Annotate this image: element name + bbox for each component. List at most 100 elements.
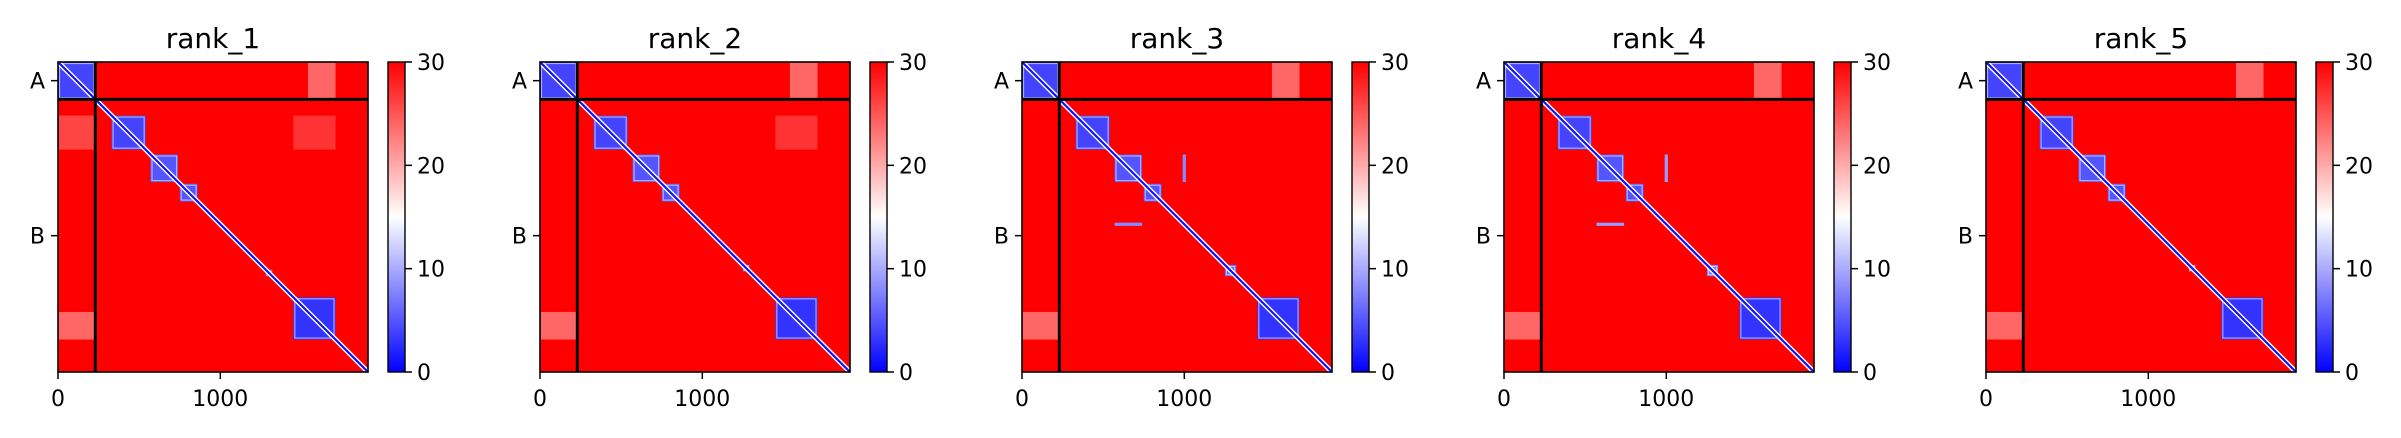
heatmap-domain-edge: [1558, 116, 1591, 149]
colorbar-tick-label: 30: [899, 51, 927, 76]
heatmap-offdiag-block: [307, 62, 336, 100]
heatmap-offdiag-block: [1986, 311, 2024, 340]
colorbar-tick-label: 30: [2345, 51, 2373, 76]
panel-rank_4: rank_4 A B 0 1000 0 10 20 30: [1476, 22, 1891, 412]
heatmap-offdiag-block: [2235, 62, 2264, 100]
x-tick-label: 1000: [674, 387, 730, 412]
x-tick-label: 0: [1015, 387, 1029, 412]
colorbar: [1352, 62, 1369, 372]
heatmap-domain-edge: [2040, 116, 2073, 149]
x-tick-label: 1000: [2120, 387, 2176, 412]
y-tick-label: A: [1958, 70, 1973, 95]
colorbar-tick-label: 20: [417, 154, 445, 179]
heatmap-domain-edge: [2108, 184, 2125, 201]
x-tick-label: 0: [533, 387, 547, 412]
colorbar-frame: [387, 61, 406, 373]
heatmap-domain-edge: [1115, 155, 1142, 182]
colorbar-tick-label: 20: [1381, 154, 1409, 179]
y-tick-label: B: [512, 225, 527, 250]
y-tick-label: A: [994, 70, 1009, 95]
panel-title: rank_2: [648, 22, 742, 55]
colorbar-tick-label: 30: [1381, 51, 1409, 76]
panel-rank_3: rank_3 A B 0 1000 0 10 20 30: [994, 22, 1409, 412]
heatmap-offdiag-block: [1504, 311, 1542, 340]
heatmap-domain-edge: [1225, 265, 1236, 276]
x-tick-label: 0: [1979, 387, 1993, 412]
heatmap-offdiag-block: [789, 62, 818, 100]
colorbar: [870, 62, 887, 372]
colorbar-tick-label: 0: [1381, 361, 1395, 386]
panel-title: rank_1: [166, 22, 260, 55]
colorbar-tick-label: 0: [417, 361, 431, 386]
heatmap-domain-edge: [151, 155, 178, 182]
panel-title: rank_4: [1612, 22, 1706, 55]
colorbar-tick-label: 30: [417, 51, 445, 76]
heatmap-domain-edge: [662, 184, 679, 201]
heatmap-offdiag-block: [1271, 62, 1300, 100]
y-tick-label: A: [512, 70, 527, 95]
colorbar-frame: [869, 61, 888, 373]
heatmap-domain-edge: [633, 155, 660, 182]
colorbar-tick-label: 30: [1863, 51, 1891, 76]
colorbar-frame: [1833, 61, 1852, 373]
colorbar-tick-label: 0: [899, 361, 913, 386]
heatmap-domain-edge: [112, 116, 145, 149]
y-tick-label: B: [994, 225, 1009, 250]
y-tick-label: B: [30, 225, 45, 250]
heatmap-offdiag-block: [58, 311, 96, 340]
axes-frame: [539, 61, 851, 373]
heatmap: [540, 62, 850, 372]
heatmap-offdiag-block: [1596, 222, 1625, 226]
colorbar-tick-label: 10: [417, 258, 445, 283]
colorbar-frame: [2315, 61, 2334, 373]
heatmap-diagonal: [1022, 62, 1332, 372]
colorbar-tick-label: 10: [1381, 258, 1409, 283]
heatmap-diagonal: [1504, 62, 1814, 372]
x-tick-label: 1000: [1156, 387, 1212, 412]
axes-frame: [1985, 61, 2297, 373]
colorbar-tick-label: 0: [1863, 361, 1877, 386]
heatmap-diagonal: [58, 62, 368, 372]
axes-frame: [57, 61, 369, 373]
colorbar-tick-label: 10: [2345, 258, 2373, 283]
heatmap-diagonal: [540, 62, 850, 372]
heatmap-domain-edge: [1597, 155, 1624, 182]
panel-title: rank_3: [1130, 22, 1224, 55]
heatmap-offdiag-block: [1114, 222, 1143, 226]
panel-rank_1: rank_1 A B 0 1000 0 10 20 30: [30, 22, 445, 412]
heatmap-domain-edge: [180, 184, 197, 201]
colorbar-tick-label: 20: [1863, 154, 1891, 179]
heatmap-domain-edge: [294, 298, 335, 339]
y-tick-label: B: [1476, 225, 1491, 250]
x-tick-label: 0: [51, 387, 65, 412]
heatmap-offdiag-block: [1182, 154, 1186, 183]
heatmap-domain-edge: [1144, 184, 1161, 201]
colorbar-tick-label: 20: [899, 154, 927, 179]
colorbar-frame: [1351, 61, 1370, 373]
heatmap-domain-edge: [1258, 298, 1299, 339]
heatmap-offdiag-block: [540, 311, 578, 340]
colorbar-tick-label: 20: [2345, 154, 2373, 179]
axes-frame: [1503, 61, 1815, 373]
heatmap-offdiag-block: [58, 115, 96, 150]
y-tick-label: B: [1958, 225, 1973, 250]
y-tick-label: A: [1476, 70, 1491, 95]
panel-rank_2: rank_2 A B 0 1000 0 10 20 30: [512, 22, 927, 412]
heatmap-domain-edge: [1076, 116, 1109, 149]
x-tick-label: 1000: [192, 387, 248, 412]
x-tick-label: 1000: [1638, 387, 1694, 412]
heatmap-offdiag-block: [1753, 62, 1782, 100]
heatmap: [1504, 62, 1814, 372]
panel-rank_5: rank_5 A B 0 1000 0 10 20 30: [1958, 22, 2373, 412]
colorbar-tick-label: 10: [899, 258, 927, 283]
heatmap-domain-edge: [1626, 184, 1643, 201]
heatmap: [1986, 62, 2296, 372]
heatmap: [1022, 62, 1332, 372]
axes-frame: [1021, 61, 1333, 373]
colorbar: [1834, 62, 1851, 372]
panel-title: rank_5: [2094, 22, 2188, 55]
heatmap-domain-edge: [1740, 298, 1781, 339]
x-tick-label: 0: [1497, 387, 1511, 412]
colorbar-tick-label: 0: [2345, 361, 2359, 386]
